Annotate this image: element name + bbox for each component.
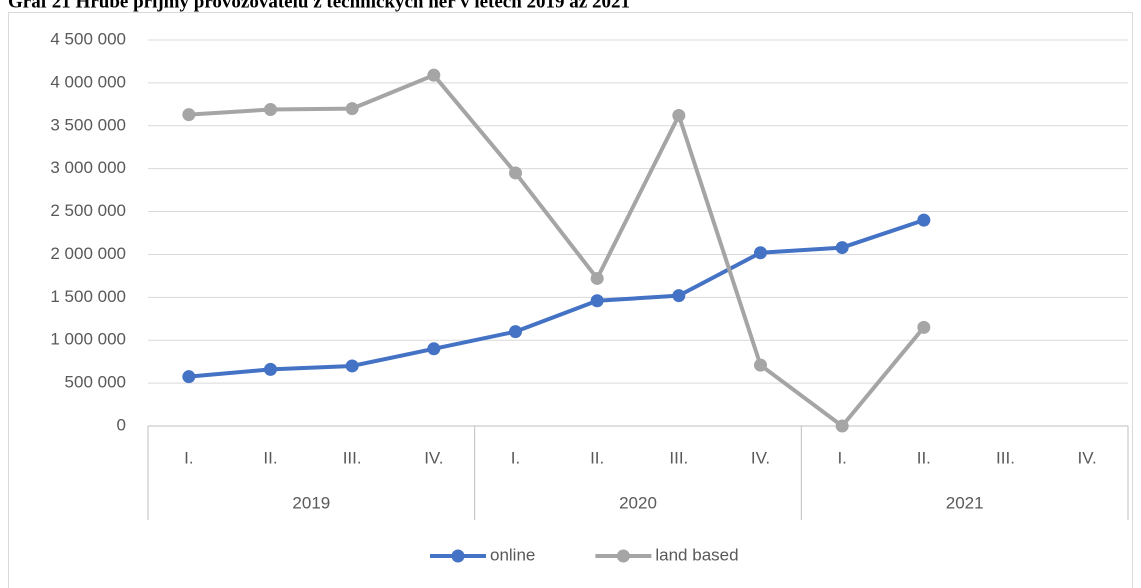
data-point — [917, 213, 931, 227]
x-group-label: 2021 — [946, 493, 984, 512]
x-tick-label: III. — [669, 448, 688, 467]
data-point — [590, 271, 604, 285]
series-line — [188, 218, 925, 379]
legend-label: online — [490, 545, 535, 564]
x-tick-label: IV. — [424, 448, 443, 467]
data-point — [264, 362, 277, 376]
data-point — [590, 294, 604, 308]
x-tick-label: III. — [996, 448, 1015, 467]
data-point — [835, 419, 849, 433]
x-tick-label: II. — [590, 448, 604, 467]
data-point — [264, 102, 277, 116]
x-group-label: 2020 — [619, 493, 657, 512]
data-point — [754, 246, 767, 260]
y-tick-label: 2 000 000 — [50, 244, 126, 263]
x-tick-label: II. — [263, 448, 277, 467]
chart-border — [8, 12, 1133, 588]
y-tick-label: 3 500 000 — [50, 115, 126, 134]
data-point — [182, 370, 196, 384]
y-tick-label: 500 000 — [65, 373, 126, 392]
x-tick-label: I. — [837, 448, 846, 467]
x-tick-label: III. — [343, 448, 362, 467]
x-tick-label: I. — [184, 448, 193, 467]
y-tick-label: 2 500 000 — [50, 201, 126, 220]
legend-label: land based — [655, 545, 738, 564]
series-line — [188, 73, 926, 428]
data-point — [672, 289, 686, 303]
y-tick-label: 1 500 000 — [50, 287, 126, 306]
y-tick-label: 4 500 000 — [50, 29, 126, 48]
data-point — [917, 320, 931, 334]
x-tick-label: I. — [511, 448, 520, 467]
legend-marker — [616, 549, 630, 563]
y-tick-label: 3 000 000 — [50, 158, 126, 177]
data-point — [182, 108, 196, 122]
data-point — [345, 102, 359, 116]
y-tick-label: 0 — [117, 415, 126, 434]
data-point — [754, 358, 767, 372]
data-point — [427, 342, 441, 356]
legend-marker — [451, 549, 465, 563]
chart-title: Graf 21 Hrubé příjmy provozovatelů z tec… — [8, 0, 630, 12]
data-point — [672, 108, 686, 122]
data-point — [427, 68, 441, 82]
data-point — [835, 241, 849, 255]
x-tick-label: II. — [917, 448, 931, 467]
x-tick-label: IV. — [1078, 448, 1097, 467]
data-point — [509, 325, 522, 339]
x-group-label: 2019 — [292, 493, 330, 512]
data-point — [345, 359, 359, 373]
x-tick-label: IV. — [751, 448, 770, 467]
y-tick-label: 1 000 000 — [50, 330, 126, 349]
data-point — [509, 166, 522, 180]
y-tick-label: 4 000 000 — [50, 72, 126, 91]
